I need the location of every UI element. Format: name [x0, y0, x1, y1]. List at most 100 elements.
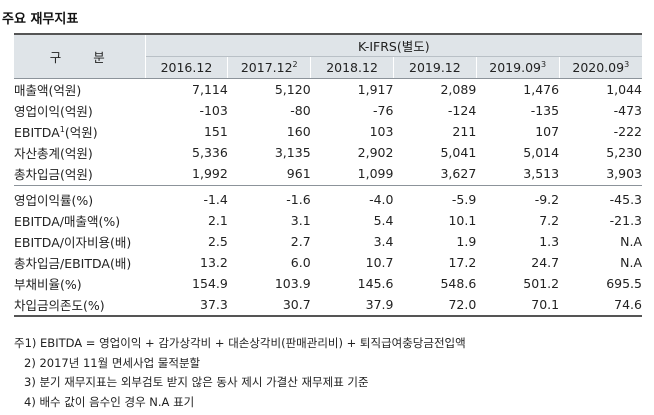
table-row: 자산총계(억원) 5,336 3,135 2,902 5,041 5,014 5,230 [14, 142, 642, 163]
table-cell: 3.1 [290, 213, 311, 228]
footnote-line: 2) 2017년 11월 면세사업 물적분할 [24, 355, 201, 370]
table-cell: 1.3 [539, 234, 560, 249]
table-cell: 2.1 [207, 213, 228, 228]
table-row: EBITDA/이자비용(배) 2.5 2.7 3.4 1.9 1.3 N.A [14, 231, 642, 252]
table-cell: 151 [203, 124, 228, 139]
table-cell: 2,089 [440, 82, 477, 97]
table-cell: 2.7 [290, 234, 311, 249]
table-cell: 24.7 [531, 255, 560, 270]
table-cell: 145.6 [357, 276, 394, 291]
row-label: 영업이익(억원) [14, 104, 93, 119]
row-label: 부채비율(%) [14, 277, 82, 292]
footnote-marker: 2 [292, 59, 298, 69]
table-cell: -80 [290, 103, 311, 118]
table-cell: N.A [620, 234, 642, 249]
table-cell: 7.2 [539, 213, 560, 228]
table-cell: 1,476 [523, 82, 560, 97]
financial-table: 구 분 K-IFRS(별도) 2016.12 2017.122 2018.12 201… [14, 33, 642, 317]
table-cell: 17.2 [448, 255, 477, 270]
table-cell: 1,099 [310, 163, 394, 186]
standard-header: K-IFRS(별도) [145, 33, 642, 57]
table-cell: 5,120 [274, 82, 311, 97]
table-cell: 5,336 [192, 145, 228, 160]
table-cell: -4.0 [369, 192, 394, 207]
table-cell: -9.2 [534, 192, 560, 207]
footnote-line: 4) 배수 값이 음수인 경우 N.A 표기 [24, 394, 195, 409]
table-cell: 103.9 [274, 276, 311, 291]
table-cell: -135 [530, 103, 560, 118]
table-cell: 1,917 [357, 82, 394, 97]
year-header-cell: 2019.12 [392, 56, 477, 79]
table-row: 총차입금/EBITDA(배) 13.2 6.0 10.7 17.2 24.7 N.A [14, 252, 642, 273]
table-cell: 1,044 [606, 82, 642, 97]
footnote-line: 3) 분기 재무지표는 외부검토 받지 않은 동사 제시 가결산 재무제표 기준 [24, 375, 369, 389]
table-cell: 10.7 [365, 255, 394, 270]
row-label: 매출액(억원) [14, 83, 82, 98]
table-cell: -473 [613, 103, 642, 118]
table-cell: 72.0 [393, 294, 477, 317]
year-header-cell: 2020.093 [558, 56, 642, 79]
row-label: 차입금의존도(%) [14, 294, 146, 317]
footnote-marker: 3 [540, 59, 547, 69]
table-cell: 2.5 [207, 234, 228, 249]
table-cell: 1,992 [145, 163, 228, 186]
table-cell: 37.9 [310, 294, 394, 317]
footnotes: 주1) EBITDA = 영업이익 + 감가상각비 + 대손상각비(판매관리비)… [14, 334, 466, 412]
table-cell: 695.5 [606, 276, 642, 291]
year-header-cell: 2018.12 [310, 56, 394, 79]
row-label: 영업이익률(%) [14, 193, 94, 208]
year-header-cell: 2016.12 [144, 56, 228, 79]
table-cell: -1.6 [286, 192, 311, 207]
table-cell: 37.3 [145, 294, 228, 317]
table-cell: 70.1 [476, 294, 560, 317]
table-cell: 3,627 [393, 163, 477, 186]
table-cell: 3.4 [373, 234, 394, 249]
table-cell: 6.0 [290, 255, 311, 270]
table-cell: -103 [199, 103, 228, 118]
year-header-cell: 2017.122 [227, 56, 311, 79]
footnote-marker: 3 [624, 59, 630, 69]
table-row: 영업이익률(%) -1.4 -1.6 -4.0 -5.9 -9.2 -45.3 [14, 186, 642, 211]
table-cell: 1.9 [456, 234, 477, 249]
table-cell: 961 [227, 163, 311, 186]
table-cell: -222 [613, 124, 642, 139]
table-cell: 3,903 [559, 163, 642, 186]
table-cell: 30.7 [227, 294, 311, 317]
row-label: 자산총계(억원) [14, 146, 93, 161]
table-row: 총차입금(억원) 1,992 961 1,099 3,627 3,513 3,903 [14, 163, 642, 186]
table-row: EBITDA1(억원) 151 160 103 211 107 -222 [14, 121, 642, 142]
table-cell: 211 [452, 124, 477, 139]
table-cell: -45.3 [609, 192, 642, 207]
table-cell: 2,902 [357, 145, 394, 160]
table-row: EBITDA/매출액(%) 2.1 3.1 5.4 10.1 7.2 -21.3 [14, 210, 642, 231]
table-cell: 548.6 [440, 276, 477, 291]
table-cell: 103 [369, 124, 394, 139]
table-cell: -76 [373, 103, 394, 118]
footnote-marker: 1 [59, 124, 65, 134]
table-cell: 3,135 [274, 145, 311, 160]
table-cell: -1.4 [203, 192, 228, 207]
row-label: EBITDA1(억원) [14, 124, 98, 140]
table-cell: -21.3 [609, 213, 642, 228]
table-cell: 3,513 [476, 163, 560, 186]
table-cell: 10.1 [448, 213, 477, 228]
year-header-row: 2016.12 2017.122 2018.12 2019.12 2019.093 202… [14, 56, 642, 79]
table-cell: -5.9 [451, 192, 477, 207]
gubun-header: 구 분 [14, 33, 146, 79]
table-row: 매출액(억원) 7,114 5,120 1,917 2,089 1,476 1,044 [14, 79, 642, 101]
page-title: 주요 재무지표 [2, 12, 79, 27]
table-cell: 74.6 [559, 294, 642, 317]
row-label: 총차입금/EBITDA(배) [14, 256, 132, 271]
table-cell: 5.4 [373, 213, 394, 228]
row-label: EBITDA/매출액(%) [14, 214, 121, 229]
table-row: 부채비율(%) 154.9 103.9 145.6 548.6 501.2 695.5 [14, 273, 642, 294]
row-label: EBITDA/이자비용(배) [14, 235, 132, 250]
table-cell: 160 [286, 124, 311, 139]
table-cell: N.A [620, 255, 642, 270]
table-cell: 154.9 [192, 276, 228, 291]
table-cell: 5,041 [440, 145, 477, 160]
table-cell: 501.2 [523, 276, 560, 291]
table-body: 매출액(억원) 7,114 5,120 1,917 2,089 1,476 1,044 영업이… [14, 79, 642, 317]
footnote-line: 주1) EBITDA = 영업이익 + 감가상각비 + 대손상각비(판매관리비)… [14, 336, 466, 350]
table-row: 영업이익(억원) -103 -80 -76 -124 -135 -473 [14, 100, 642, 121]
